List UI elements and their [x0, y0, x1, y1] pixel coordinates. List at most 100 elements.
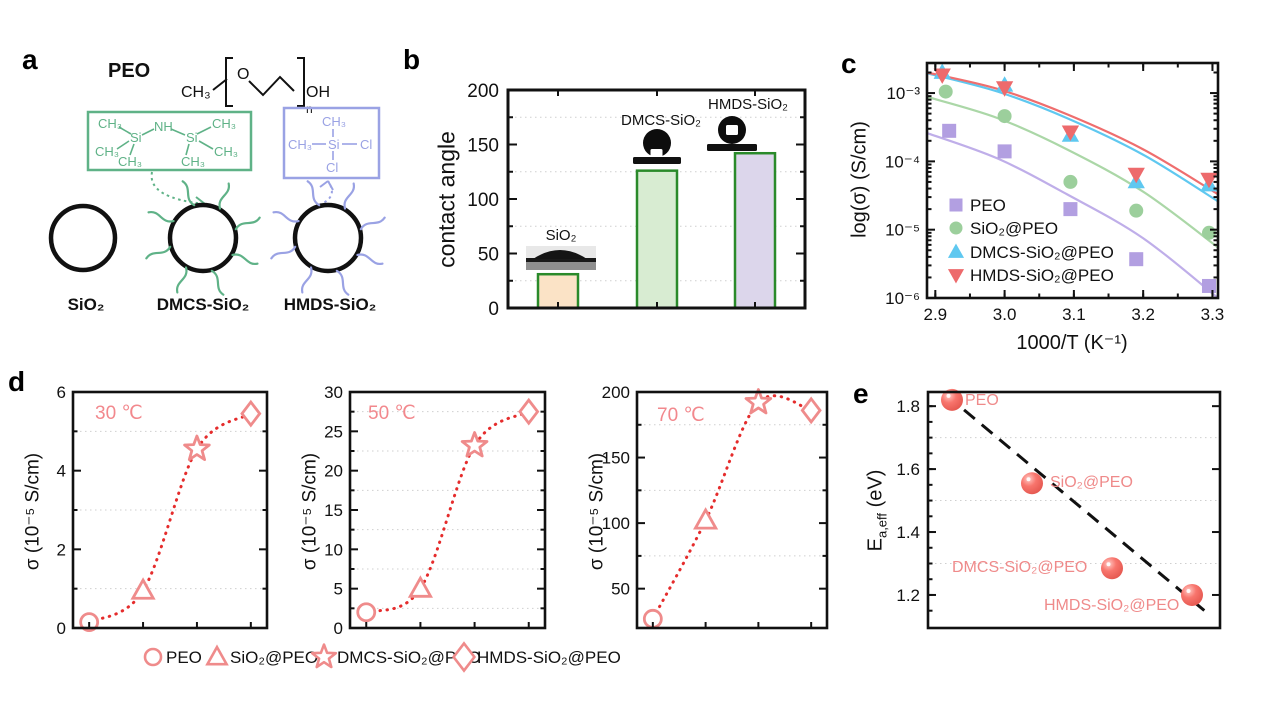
polymer-arm [176, 266, 188, 294]
polymer-arm [147, 211, 175, 223]
point-HMDS-SiO₂@PEO [1127, 167, 1145, 184]
conductivity-arrhenius-chart: 2.9 3.0 3.1 3.2 3.3 10⁻³ 10⁻⁴ 10⁻⁵ 10⁻⁶ PEO SiO₂@P… [885, 61, 1225, 324]
d1-y-axis-label: σ (10⁻⁵ S/cm) [22, 452, 44, 571]
point-SiO₂@PEO [407, 575, 434, 598]
polymer-arm [181, 180, 196, 207]
point-SiO₂@PEO [1021, 472, 1043, 495]
point-PEO [941, 388, 963, 411]
graft-arrow-green [150, 171, 206, 205]
point-SiO₂@PEO [997, 109, 1012, 124]
backbone-bonds [248, 75, 295, 97]
y-tick-label: 10⁻⁶ [885, 289, 920, 308]
point-HMDS-SiO₂@PEO [240, 399, 262, 428]
atom: CH₃ [98, 116, 122, 131]
point-HMDS-SiO₂@PEO [800, 396, 822, 425]
particle-label-sio2: SiO₂ [68, 295, 105, 314]
point-PEO [1201, 278, 1216, 293]
atom: Si [328, 137, 340, 152]
formula-o: O [237, 66, 249, 83]
activation-energy-chart: 1.2 1.4 1.6 1.8 [896, 388, 1222, 630]
panel-label-c: c [841, 48, 857, 79]
droplet-icon-hmds [707, 116, 757, 151]
point-PEO [942, 123, 957, 138]
point-highlight [1026, 477, 1031, 482]
contact-angle-bar-chart: 0 50 100 150 200 [467, 81, 807, 320]
e-label-peo: PEO [965, 392, 999, 409]
y-tick-label: 4 [57, 462, 66, 481]
trend-dotted-line [87, 412, 253, 624]
atom: CH₃ [212, 116, 236, 131]
panel-label-a: a [22, 44, 38, 75]
legend-marker-SiO₂@PEO [949, 221, 963, 235]
legend-label-HMDS-SiO₂@PEO: HMDS-SiO₂@PEO [970, 266, 1114, 285]
y-tick-label: 10⁻⁴ [885, 152, 920, 171]
fit-line-SiO₂@PEO [927, 95, 1218, 249]
y-tick-label: 1.6 [896, 460, 920, 479]
point-PEO [997, 144, 1012, 159]
peo-formula: CH₃ O OH n [181, 57, 330, 116]
bracket-left [225, 57, 233, 107]
y-tick-label: 20 [324, 462, 343, 481]
conductivity-vs-filler-charts: 0 2 4 6 0 5 10 15 20 25 30 50 100 150 200 PEO SiO₂@PEO DM… [57, 383, 829, 673]
trend-dotted-line [364, 410, 531, 614]
point-HMDS-SiO₂@PEO [1200, 172, 1218, 189]
contact-angle-photo-sio2 [526, 246, 596, 270]
y-tick-label: 10⁻⁵ [885, 221, 920, 240]
x-tick-label: 3.2 [1131, 305, 1155, 324]
polymer-arm [301, 266, 313, 294]
y-tick-label: 0 [488, 299, 499, 320]
y-tick-label: 200 [602, 383, 630, 402]
y-tick-label: 1.2 [896, 586, 920, 605]
y-tick-label: 0 [57, 619, 66, 638]
atom: CH₃ [95, 144, 119, 159]
y-tick-label: 1.8 [896, 397, 920, 416]
d2-y-axis-label: σ (10⁻⁵ S/cm) [299, 452, 321, 571]
legend-marker-DMCS-SiO₂@PEO [947, 243, 965, 258]
polymer-arm [218, 182, 230, 210]
atom: CH₃ [214, 144, 238, 159]
point-highlight [946, 393, 951, 398]
d3-y-axis-label: σ (10⁻⁵ S/cm) [586, 452, 608, 571]
bar-DMCS-SiO₂ [635, 169, 679, 310]
trend-dashed-line [945, 393, 1208, 614]
hmds-sio2-particle [292, 202, 364, 274]
bracket-right [297, 57, 305, 107]
trend-dotted-line [651, 394, 813, 621]
point-SiO₂@PEO [1129, 203, 1144, 218]
atom: CH₃ [322, 114, 346, 129]
point-SiO₂@PEO [938, 84, 953, 99]
point-highlight [1106, 562, 1111, 567]
y-tick-label: 50 [478, 245, 499, 266]
point-HMDS-SiO₂@PEO [933, 68, 951, 84]
plot-frame [348, 390, 547, 630]
y-tick-label: 5 [334, 580, 343, 599]
x-tick-label: 3.3 [1201, 305, 1225, 324]
y-tick-label: 150 [467, 136, 499, 157]
point-HMDS-SiO₂@PEO [1061, 125, 1080, 141]
point-HMDS-SiO₂@PEO [518, 397, 540, 426]
graft-arrow-purple-head [319, 180, 334, 191]
point-PEO [1129, 252, 1144, 267]
x-tick-label: 3.0 [993, 305, 1017, 324]
point-DMCS-SiO₂@PEO [1101, 557, 1123, 580]
atom: Si [130, 130, 142, 145]
polymer-arm [335, 269, 350, 296]
d1-temperature-label: 30 ℃ [95, 403, 143, 424]
purple-box [282, 106, 381, 180]
legend-label-HMDS-SiO₂@PEO: HMDS-SiO₂@PEO [477, 648, 621, 667]
d2-temperature-label: 50 ℃ [368, 403, 416, 424]
plot-frame [635, 390, 829, 630]
point-DMCS-SiO₂@PEO [744, 388, 773, 415]
bond [212, 78, 228, 91]
polymer-arm [210, 269, 225, 296]
polymer-arm [359, 216, 386, 231]
legend-label-DMCS-SiO₂@PEO: DMCS-SiO₂@PEO [337, 648, 481, 667]
y-tick-label: 100 [602, 514, 630, 533]
legend-label-PEO: PEO [970, 196, 1006, 215]
panel-label-e: e [853, 378, 869, 409]
polymer-arm [356, 253, 384, 265]
point-DMCS-SiO₂@PEO [183, 434, 211, 461]
e-label-hmds: HMDS-SiO₂@PEO [1044, 597, 1180, 614]
y-tick-label: 15 [324, 501, 343, 520]
fit-lines [927, 71, 1218, 298]
